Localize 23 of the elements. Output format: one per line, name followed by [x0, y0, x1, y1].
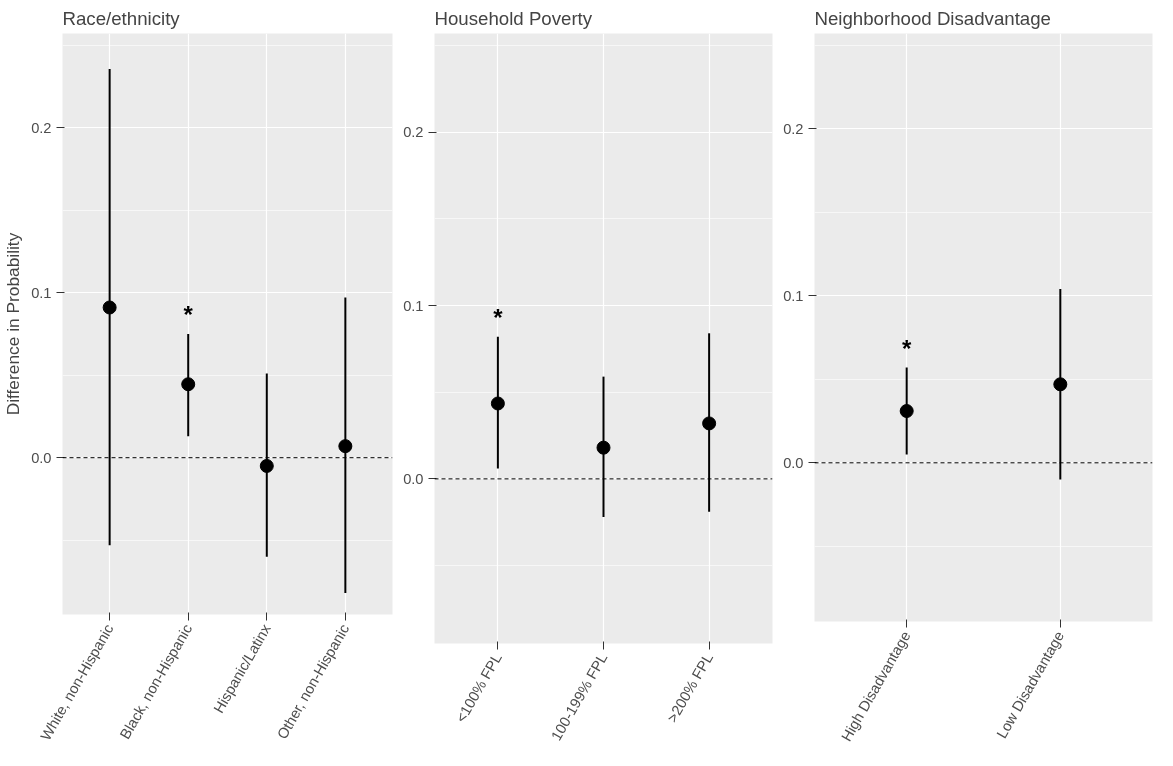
- point: [181, 377, 196, 392]
- point: [259, 458, 274, 473]
- y-tick-label: 0.0: [403, 470, 424, 487]
- y-tick-label: 0.0: [31, 449, 52, 466]
- y-tick-label: 0.2: [31, 119, 52, 136]
- y-tick-label: 0.1: [31, 284, 52, 301]
- annotation: *: [183, 300, 194, 328]
- y-tick-label: 0.1: [783, 287, 804, 304]
- chart-title: Household Poverty: [434, 7, 593, 29]
- point: [596, 440, 611, 455]
- point: [102, 300, 117, 315]
- chart-title: Neighborhood Disadvantage: [814, 7, 1051, 29]
- y-tick-label: 0.2: [403, 124, 424, 141]
- y-tick-label: 0.0: [783, 454, 804, 471]
- point: [338, 439, 353, 454]
- point: [702, 416, 717, 431]
- annotation: *: [493, 303, 504, 331]
- point: [490, 396, 505, 411]
- y-axis-title: Difference in Probability: [3, 232, 24, 416]
- chart-title: Race/ethnicity: [62, 7, 181, 29]
- y-tick-label: 0.2: [783, 120, 804, 137]
- annotation: *: [902, 334, 913, 362]
- y-tick-label: 0.1: [403, 297, 424, 314]
